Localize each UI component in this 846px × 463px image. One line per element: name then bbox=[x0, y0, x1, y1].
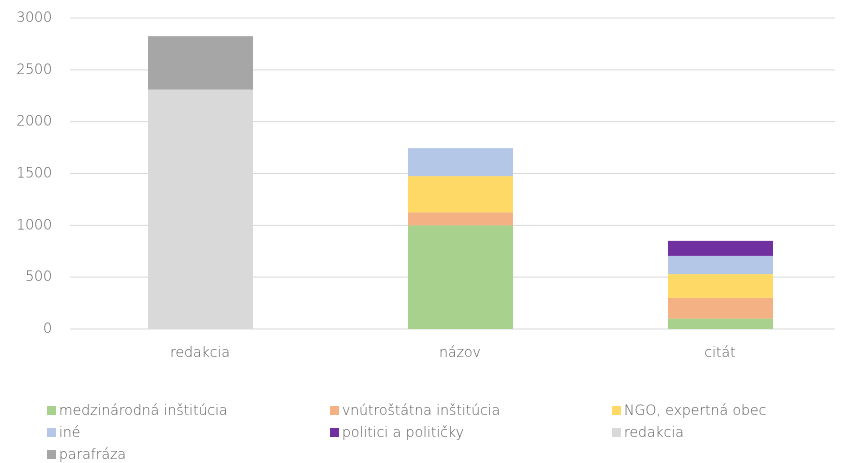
legend-swatch bbox=[612, 406, 621, 415]
y-tick-label: 0 bbox=[43, 321, 52, 337]
legend-swatch bbox=[47, 406, 56, 415]
bar-segment bbox=[668, 255, 773, 275]
bar-segment bbox=[408, 176, 513, 213]
y-tick-label: 1500 bbox=[16, 166, 52, 182]
bar-segment bbox=[668, 240, 773, 256]
legend-label: vnútroštátna inštitúcia bbox=[342, 403, 500, 419]
legend-swatch bbox=[47, 428, 56, 437]
legend-swatch bbox=[612, 428, 621, 437]
bar-segment bbox=[408, 148, 513, 177]
legend-swatch bbox=[47, 450, 56, 459]
bar-segment bbox=[408, 212, 513, 226]
bar-segment bbox=[408, 225, 513, 329]
bar-segment bbox=[148, 36, 253, 90]
legend-label: medzinárodná inštitúcia bbox=[59, 403, 228, 419]
bar-segment bbox=[668, 274, 773, 298]
y-tick-label: 1000 bbox=[16, 217, 52, 233]
legend-label: NGO, expertná obec bbox=[624, 403, 766, 419]
bar-segment bbox=[668, 297, 773, 319]
legend-swatch bbox=[330, 406, 339, 415]
x-tick-label: redakcia bbox=[170, 345, 230, 361]
legend-swatch bbox=[330, 428, 339, 437]
legend-label: parafráza bbox=[59, 447, 126, 463]
x-tick-label: citát bbox=[704, 345, 735, 361]
legend-label: redakcia bbox=[624, 425, 684, 441]
bar-segment bbox=[668, 318, 773, 329]
legend-label: iné bbox=[59, 425, 80, 441]
y-tick-label: 500 bbox=[25, 269, 52, 285]
y-tick-label: 2000 bbox=[16, 114, 52, 130]
y-tick-label: 2500 bbox=[16, 62, 52, 78]
x-tick-label: názov bbox=[439, 345, 481, 361]
y-tick-label: 3000 bbox=[16, 10, 52, 26]
legend-label: politici a političky bbox=[342, 425, 464, 441]
bar-segment bbox=[148, 89, 253, 329]
